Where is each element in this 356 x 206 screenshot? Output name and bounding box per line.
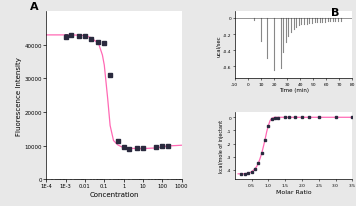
X-axis label: Time (min): Time (min) — [279, 88, 309, 93]
X-axis label: Molar Ratio: Molar Ratio — [276, 190, 312, 194]
Y-axis label: ucal/sec: ucal/sec — [216, 35, 221, 56]
X-axis label: Concentration: Concentration — [89, 191, 139, 197]
Y-axis label: Fluorescence Intensity: Fluorescence Intensity — [16, 56, 22, 135]
Text: A: A — [30, 2, 39, 12]
Y-axis label: kcal/mole of injectant: kcal/mole of injectant — [219, 119, 224, 172]
Text: B: B — [331, 8, 340, 18]
